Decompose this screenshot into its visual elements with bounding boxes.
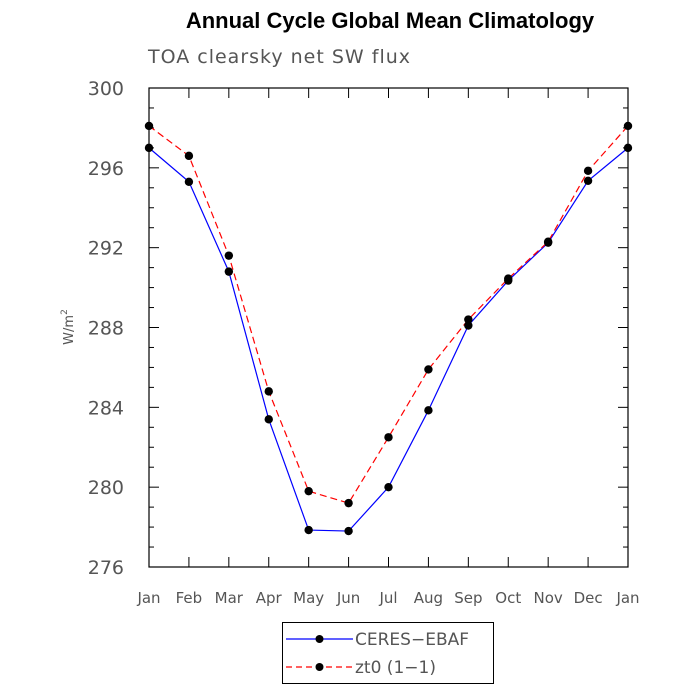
series-0-point: [623, 143, 633, 153]
y-axis-label-superscript: 2: [60, 309, 70, 315]
series-1-point: [264, 387, 273, 396]
series-1-point: [344, 498, 353, 508]
series-0-point: [224, 267, 234, 276]
series-1-point: [224, 251, 234, 260]
series-1-point: [424, 365, 433, 374]
series-1-point: [184, 151, 194, 161]
y-tick-label: 280: [88, 477, 124, 499]
chart-title: Annual Cycle Global Mean Climatology: [185, 8, 595, 33]
x-tick-label: Mar: [215, 589, 244, 607]
x-tick-label: Jun: [336, 589, 360, 607]
x-tick-label: Jul: [378, 589, 397, 607]
y-tick-label: 276: [88, 557, 124, 579]
series-1-point: [384, 433, 393, 442]
series-1-point: [304, 486, 313, 496]
series-1-point: [583, 166, 593, 176]
series-1-point: [144, 121, 154, 131]
plot-frame: [148, 87, 629, 568]
series-0-point: [384, 482, 393, 492]
series-1-point: [543, 237, 553, 246]
y-tick-label: 292: [88, 238, 124, 260]
series-line-0: [148, 147, 629, 532]
series-0-point: [184, 177, 194, 187]
x-tick-label: Nov: [534, 589, 563, 607]
legend-marker-ceres: [315, 635, 324, 643]
x-tick-label: Oct: [495, 589, 521, 607]
y-tick-label: 296: [88, 158, 124, 180]
x-tick-label: Dec: [574, 589, 603, 607]
legend-marker-zt0: [315, 663, 324, 671]
x-tick-label: Aug: [414, 589, 443, 607]
legend: CERES−EBAF zt0 (1−1): [282, 622, 494, 684]
legend-label-zt0: zt0 (1−1): [355, 658, 436, 678]
x-tick-label: Jan: [136, 589, 160, 607]
y-axis-label: W/m2: [60, 309, 77, 345]
y-tick-label: 300: [88, 78, 124, 100]
series-1-point: [464, 315, 473, 324]
y-axis-label-base: W/m: [62, 315, 77, 345]
chart-subtitle: TOA clearsky net SW flux: [148, 46, 412, 68]
series-0-point: [144, 143, 154, 153]
legend-item-zt0: zt0 (1−1): [286, 658, 436, 678]
series-0-point: [264, 415, 273, 424]
series-0-point: [424, 406, 433, 415]
y-tick-label: 288: [88, 318, 124, 340]
x-tick-label: Apr: [256, 589, 283, 607]
series-0-point: [344, 526, 353, 536]
series-0-point: [583, 176, 593, 186]
x-tick-label: Sep: [454, 589, 482, 607]
legend-item-ceres: CERES−EBAF: [286, 630, 469, 650]
series-1-point: [504, 274, 513, 283]
x-tick-label: Feb: [176, 589, 203, 607]
series-line-1: [148, 125, 629, 504]
series-0-point: [304, 525, 313, 535]
y-tick-label: 284: [88, 397, 124, 419]
series-0-point: [464, 321, 473, 330]
series-1-point: [623, 121, 633, 131]
x-tick-label: Jan: [615, 589, 639, 607]
legend-label-ceres: CERES−EBAF: [355, 630, 469, 650]
x-tick-label: May: [293, 589, 324, 607]
